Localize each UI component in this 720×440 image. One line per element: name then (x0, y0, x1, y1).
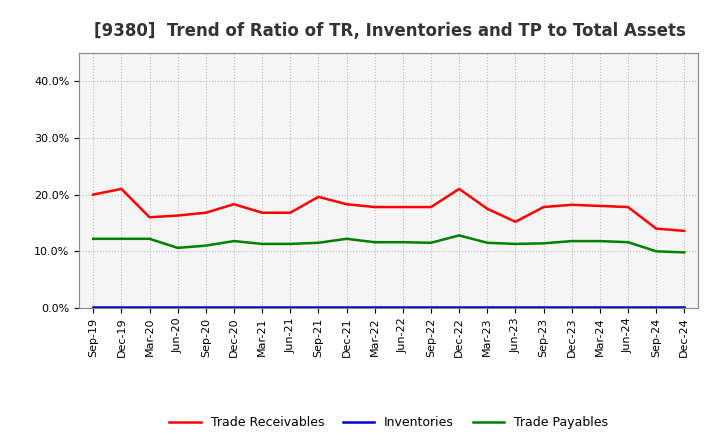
Inventories (286, 304, 294, 309)
Inventories (314, 304, 323, 309)
Inventories (567, 304, 576, 309)
Inventories (258, 304, 266, 309)
Inventories (370, 304, 379, 309)
Inventories (483, 304, 492, 309)
Trade Receivables (539, 205, 548, 210)
Inventories (539, 304, 548, 309)
Trade Payables (258, 241, 266, 246)
Trade Receivables (370, 205, 379, 210)
Trade Receivables (342, 202, 351, 207)
Inventories (624, 304, 632, 309)
Trade Payables (567, 238, 576, 244)
Trade Payables (314, 240, 323, 246)
Trade Receivables (258, 210, 266, 215)
Trade Receivables (483, 206, 492, 211)
Inventories (399, 304, 408, 309)
Trade Payables (174, 245, 182, 250)
Trade Payables (370, 239, 379, 245)
Trade Payables (624, 239, 632, 245)
Trade Payables (483, 240, 492, 246)
Trade Payables (202, 243, 210, 248)
Inventories (511, 304, 520, 309)
Trade Receivables (174, 213, 182, 218)
Trade Payables (230, 238, 238, 244)
Trade Payables (89, 236, 98, 242)
Trade Receivables (680, 228, 688, 234)
Trade Payables (539, 241, 548, 246)
Trade Receivables (511, 219, 520, 224)
Trade Receivables (624, 205, 632, 210)
Trade Payables (145, 236, 154, 242)
Line: Trade Payables: Trade Payables (94, 235, 684, 253)
Inventories (202, 304, 210, 309)
Inventories (595, 304, 604, 309)
Inventories (680, 304, 688, 309)
Trade Payables (399, 239, 408, 245)
Line: Trade Receivables: Trade Receivables (94, 189, 684, 231)
Trade Receivables (286, 210, 294, 215)
Trade Payables (455, 233, 464, 238)
Inventories (174, 304, 182, 309)
Inventories (89, 304, 98, 309)
Trade Receivables (427, 205, 436, 210)
Trade Receivables (117, 186, 126, 191)
Legend: Trade Receivables, Inventories, Trade Payables: Trade Receivables, Inventories, Trade Pa… (164, 411, 613, 434)
Inventories (455, 304, 464, 309)
Trade Receivables (652, 226, 660, 231)
Inventories (117, 304, 126, 309)
Trade Receivables (89, 192, 98, 197)
Inventories (230, 304, 238, 309)
Trade Receivables (567, 202, 576, 207)
Trade Receivables (455, 186, 464, 191)
Trade Payables (595, 238, 604, 244)
Inventories (427, 304, 436, 309)
Trade Receivables (399, 205, 408, 210)
Trade Payables (680, 250, 688, 255)
Trade Receivables (202, 210, 210, 215)
Trade Receivables (230, 202, 238, 207)
Inventories (342, 304, 351, 309)
Trade Payables (342, 236, 351, 242)
Trade Payables (427, 240, 436, 246)
Inventories (145, 304, 154, 309)
Text: [9380]  Trend of Ratio of TR, Inventories and TP to Total Assets: [9380] Trend of Ratio of TR, Inventories… (94, 22, 685, 40)
Trade Payables (286, 241, 294, 246)
Trade Payables (117, 236, 126, 242)
Trade Receivables (145, 215, 154, 220)
Inventories (652, 304, 660, 309)
Trade Payables (511, 241, 520, 246)
Trade Payables (652, 249, 660, 254)
Trade Receivables (595, 203, 604, 209)
Trade Receivables (314, 194, 323, 199)
